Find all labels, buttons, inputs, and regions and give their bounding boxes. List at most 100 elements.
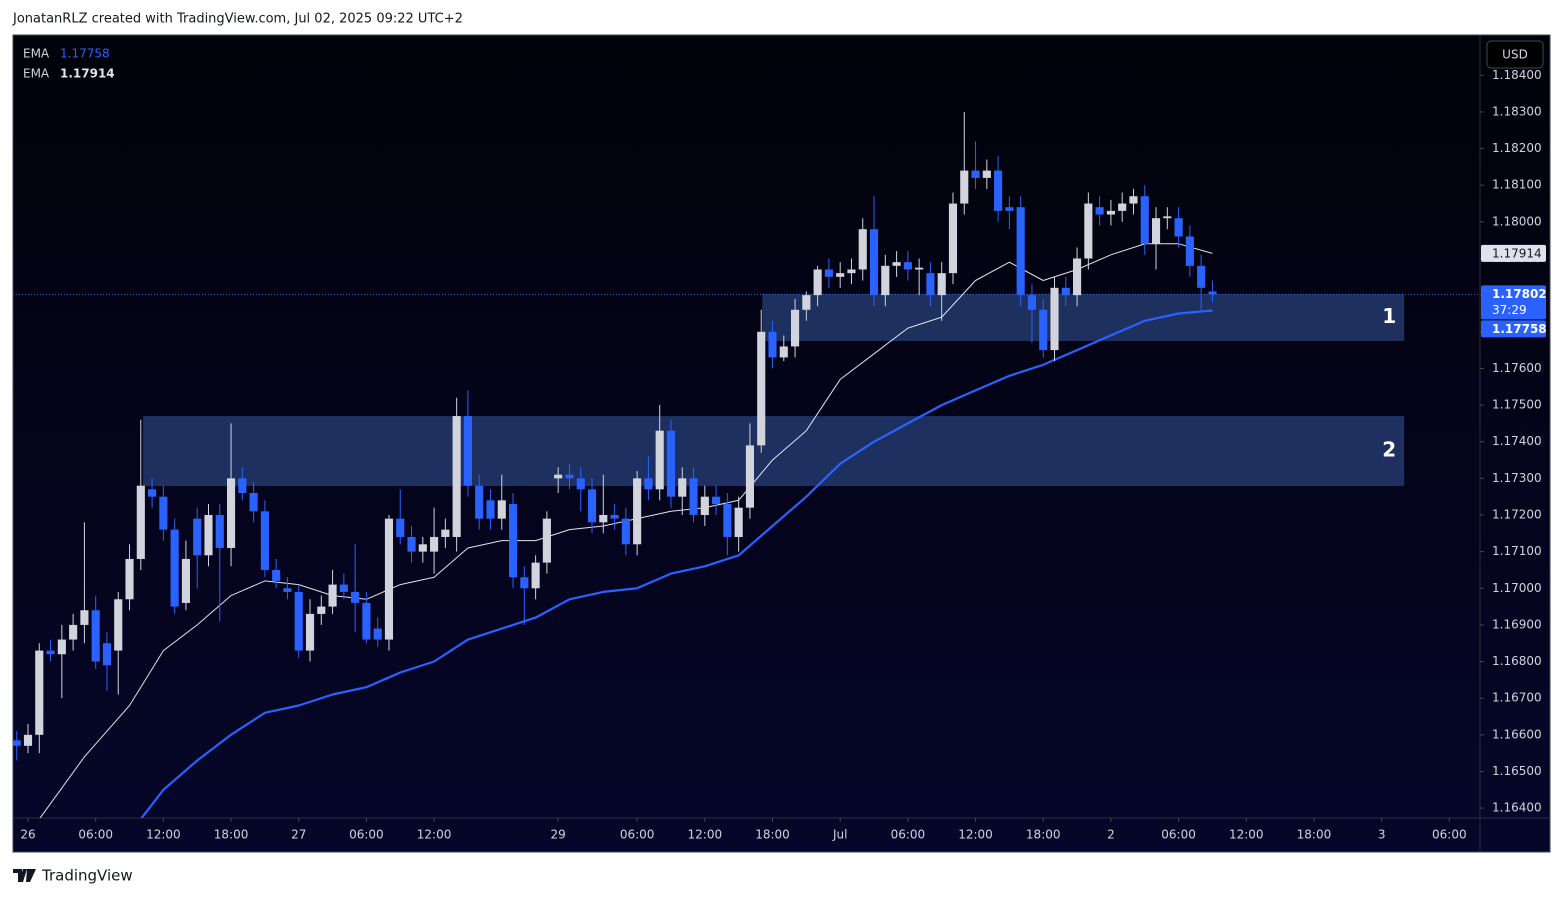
x-tick-label: 06:00 <box>78 828 113 842</box>
y-tick-label: 1.16500 <box>1492 764 1542 778</box>
y-tick-label: 1.16400 <box>1492 801 1542 815</box>
candle-body <box>35 650 44 735</box>
candle-body <box>272 569 281 581</box>
legend-value: 1.17914 <box>60 67 115 81</box>
x-tick-label: 2 <box>1107 828 1115 842</box>
x-tick-label: 12:00 <box>1229 828 1264 842</box>
candle-body <box>666 430 676 497</box>
ema-line <box>140 309 1213 818</box>
candle-body <box>238 478 247 494</box>
candle-body <box>554 474 563 479</box>
candle-body <box>328 584 337 607</box>
candle-body <box>80 610 89 625</box>
currency-button[interactable] <box>1486 40 1544 69</box>
last-price-label: 1.17802 <box>1492 287 1547 301</box>
candle-body <box>836 273 845 277</box>
candle-body <box>655 430 664 490</box>
candle-body <box>226 478 236 548</box>
candle-body <box>339 584 348 592</box>
candle-body <box>430 536 439 552</box>
candle-body <box>1106 210 1115 215</box>
candle-body <box>542 518 551 563</box>
legend-name: EMA <box>23 67 50 81</box>
x-tick-label: 12:00 <box>688 828 723 842</box>
y-tick-label: 1.17200 <box>1492 507 1542 521</box>
candle-body <box>114 599 123 651</box>
x-tick-label: 06:00 <box>620 828 655 842</box>
candle-body <box>565 474 574 479</box>
candle-body <box>1185 236 1194 266</box>
candle-body <box>1016 207 1025 296</box>
candle-body <box>768 331 777 358</box>
y-tick-label: 1.17000 <box>1492 581 1542 595</box>
candle-body <box>283 588 292 592</box>
candle-body <box>948 203 958 274</box>
candle-body <box>204 514 213 556</box>
candle-body <box>1197 265 1206 288</box>
x-tick-label: 18:00 <box>1026 828 1061 842</box>
y-tick-label: 1.18100 <box>1492 178 1542 192</box>
candle-body <box>1208 291 1217 295</box>
y-tick-label: 1.16600 <box>1492 727 1542 741</box>
candle-body <box>508 503 518 578</box>
candle-body <box>937 273 946 296</box>
candle-body <box>881 265 890 296</box>
y-tick-label: 1.17100 <box>1492 544 1542 558</box>
candle-body <box>317 606 326 614</box>
x-tick-label: 27 <box>291 828 306 842</box>
candle-body <box>903 262 912 270</box>
candle-body <box>994 170 1003 211</box>
candle-body <box>757 331 766 446</box>
candle-body <box>1039 309 1048 351</box>
candle-body <box>305 613 315 651</box>
candle-body <box>362 602 371 640</box>
candle-body <box>170 529 179 607</box>
y-tick-label: 1.18000 <box>1492 214 1542 228</box>
x-tick-label: Jul <box>832 828 847 842</box>
candle-body <box>1140 196 1149 244</box>
zone <box>762 294 1405 341</box>
candle-body <box>452 416 461 537</box>
candle-body <box>57 639 66 655</box>
candle-body <box>1061 287 1070 296</box>
currency: USD <box>1502 48 1528 62</box>
candle-body <box>892 262 901 266</box>
ema-price-label: 1.17758 <box>1492 322 1547 336</box>
candle-body <box>599 514 608 523</box>
candle-body <box>723 503 732 537</box>
candle-body <box>193 518 202 556</box>
candle-body <box>847 269 856 274</box>
x-tick-label: 26 <box>20 828 35 842</box>
candle-body <box>520 577 529 589</box>
y-tick-label: 1.16800 <box>1492 654 1542 668</box>
candle-body <box>46 650 55 655</box>
candle-body <box>1050 287 1059 351</box>
x-tick-label: 06:00 <box>891 828 926 842</box>
candle-body <box>644 478 653 490</box>
candle-body <box>69 624 78 640</box>
y-tick-label: 1.17400 <box>1492 434 1542 448</box>
x-tick-label: 12:00 <box>417 828 452 842</box>
candle-body <box>621 518 630 545</box>
x-tick-label: 06:00 <box>349 828 384 842</box>
candle-body <box>971 170 980 178</box>
last-price-box <box>1481 285 1546 320</box>
candle-body <box>1151 218 1161 244</box>
y-tick-label: 1.17600 <box>1492 361 1542 375</box>
candle-body <box>633 478 642 545</box>
y-tick-label: 1.17300 <box>1492 471 1542 485</box>
y-tick-label: 1.18400 <box>1492 68 1542 82</box>
candle-body <box>1005 207 1014 211</box>
candle-body <box>734 507 743 537</box>
legend: EMA 1.17758 EMA 1.17914 <box>23 47 115 81</box>
candle-body <box>441 529 450 537</box>
x-tick-label: 12:00 <box>146 828 181 842</box>
candle-body <box>407 536 416 552</box>
ema-price-label: 1.17914 <box>1492 246 1542 260</box>
candle-body <box>1084 203 1093 259</box>
y-tick-label: 1.18300 <box>1492 104 1542 118</box>
candle-body <box>418 544 427 552</box>
candle-body <box>1118 203 1127 211</box>
footer: TradingView <box>41 867 133 885</box>
